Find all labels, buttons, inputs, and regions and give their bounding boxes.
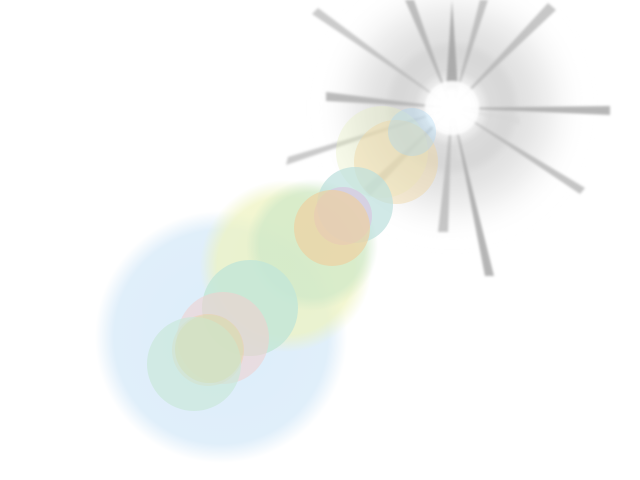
lens-flare-orbs — [95, 106, 438, 463]
starburst-rays — [286, 0, 610, 276]
